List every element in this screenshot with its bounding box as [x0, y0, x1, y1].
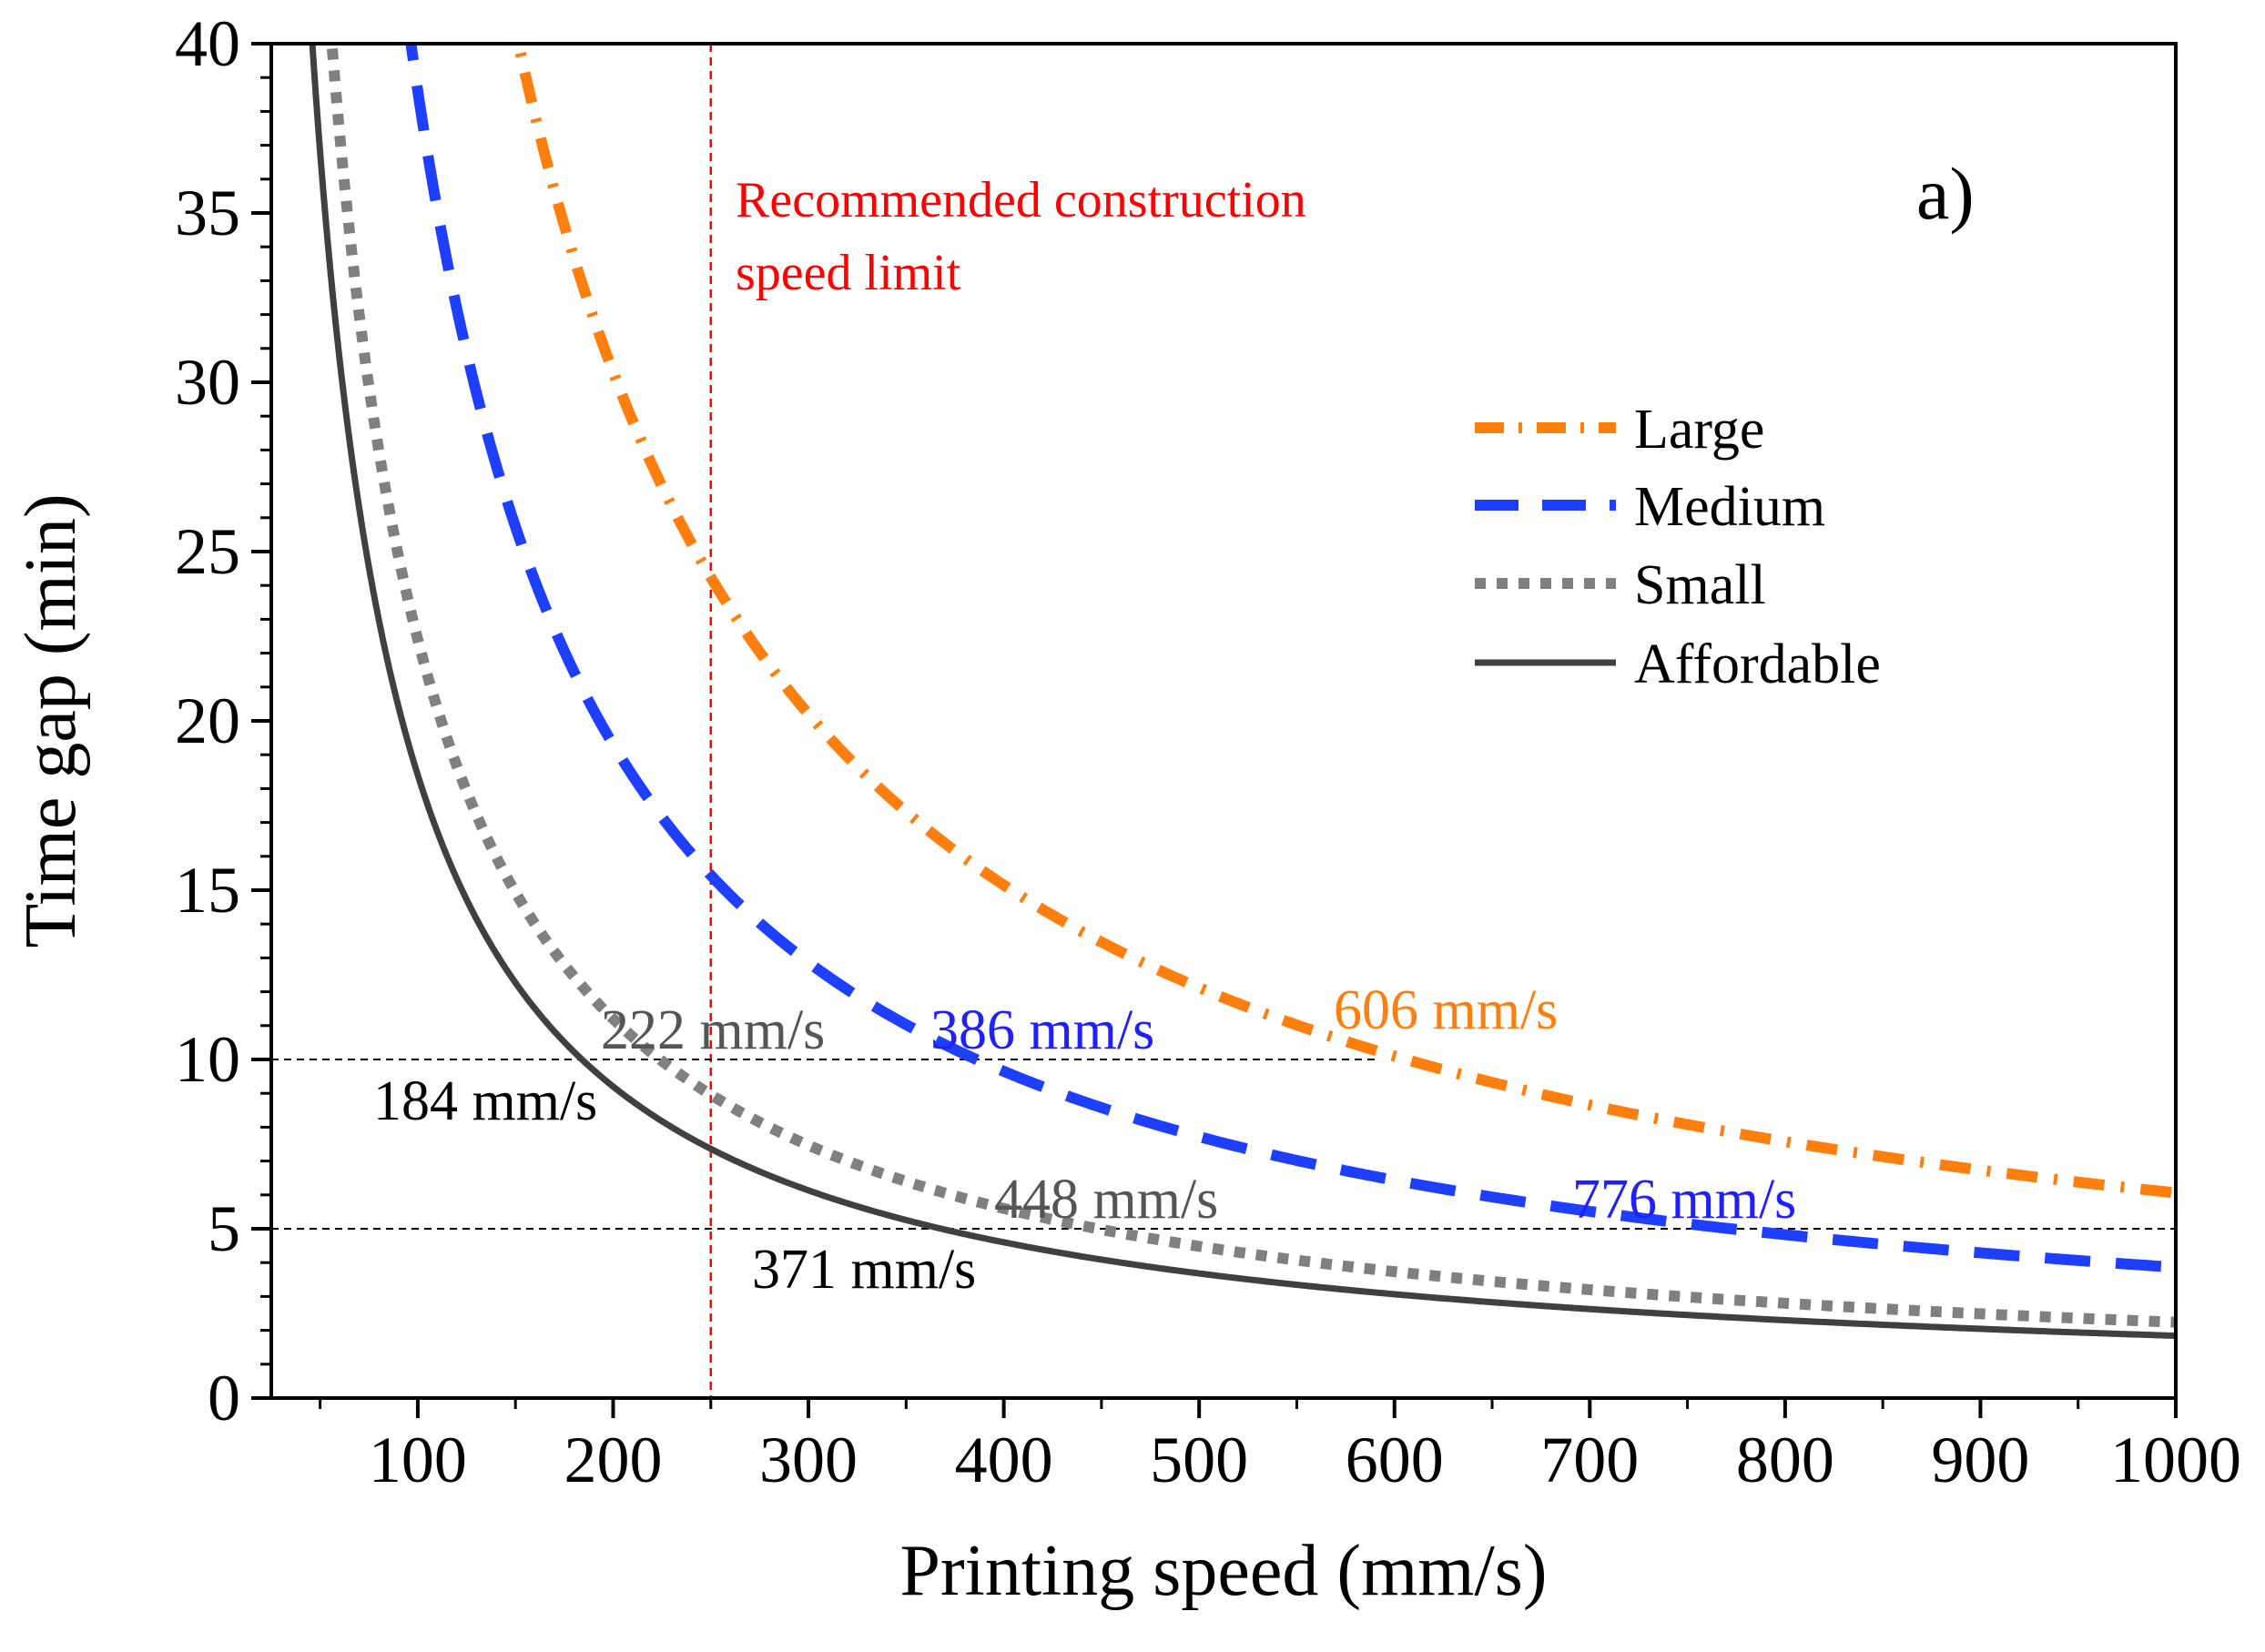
y-tick-label-30: 30 — [175, 346, 240, 419]
panel-label: a) — [1916, 152, 1975, 235]
plot-layer — [271, 44, 2176, 1398]
annotation-386: 386 mm/s — [930, 999, 1154, 1061]
x-tick-label-800: 800 — [1736, 1424, 1834, 1496]
legend-label-affordable: Affordable — [1634, 633, 1881, 695]
x-tick-label-200: 200 — [564, 1424, 662, 1496]
x-tick-label-500: 500 — [1150, 1424, 1248, 1496]
series-line-affordable — [309, 44, 2176, 1340]
x-axis-ticks: 100 200 300 400 500 600 700 800 900 1000 — [319, 1398, 2241, 1496]
annotation-222: 222 mm/s — [601, 999, 825, 1061]
x-tick-label-400: 400 — [955, 1424, 1053, 1496]
y-tick-label-0: 0 — [208, 1362, 240, 1434]
annotation-448: 448 mm/s — [994, 1169, 1218, 1231]
series-line-medium — [405, 44, 2176, 1273]
legend: Large Medium Small Affordable — [1475, 399, 1881, 695]
y-tick-label-40: 40 — [175, 7, 240, 80]
y-tick-label-5: 5 — [208, 1192, 240, 1265]
annotation-776: 776 mm/s — [1572, 1169, 1796, 1231]
legend-label-small: Small — [1634, 554, 1766, 616]
legend-label-medium: Medium — [1634, 476, 1825, 538]
speed-limit-label-line2: speed limit — [736, 245, 961, 301]
series-line-large — [513, 44, 2176, 1199]
legend-label-large: Large — [1634, 399, 1764, 461]
annotation-606: 606 mm/s — [1334, 979, 1558, 1041]
y-tick-label-35: 35 — [175, 177, 240, 249]
y-axis-ticks: 0 5 10 15 20 25 30 35 40 — [175, 7, 271, 1434]
speed-limit-label-line1: Recommended construction — [736, 172, 1306, 228]
annotation-184: 184 mm/s — [373, 1070, 597, 1132]
y-tick-label-10: 10 — [175, 1023, 240, 1096]
y-tick-label-15: 15 — [175, 854, 240, 927]
x-tick-label-600: 600 — [1346, 1424, 1444, 1496]
x-tick-label-700: 700 — [1540, 1424, 1639, 1496]
x-axis-title: Printing speed (mm/s) — [899, 1531, 1547, 1611]
y-tick-label-25: 25 — [175, 515, 240, 588]
annotation-371: 371 mm/s — [752, 1239, 976, 1301]
x-tick-label-100: 100 — [369, 1424, 467, 1496]
y-axis-title: Time gap (min) — [11, 493, 91, 948]
x-tick-label-300: 300 — [759, 1424, 858, 1496]
x-tick-label-900: 900 — [1931, 1424, 2029, 1496]
x-tick-label-1000: 1000 — [2110, 1424, 2241, 1496]
y-tick-label-20: 20 — [175, 684, 240, 757]
